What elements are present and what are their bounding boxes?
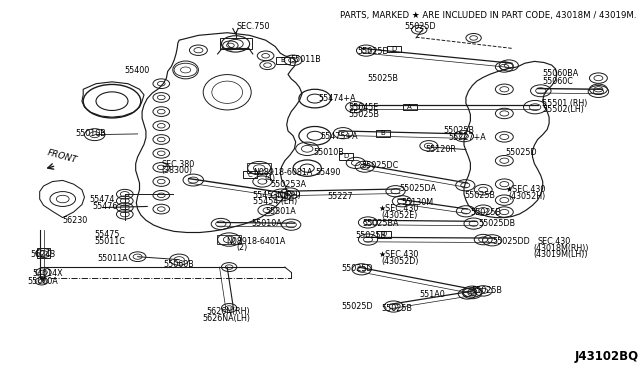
Text: (2): (2) [237, 243, 248, 252]
Text: SEC.750: SEC.750 [237, 22, 270, 31]
Text: (43018M(RH)): (43018M(RH)) [533, 244, 589, 253]
Text: 55025DD: 55025DD [493, 237, 531, 246]
Text: 55025B: 55025B [355, 231, 386, 240]
Text: 55301A: 55301A [266, 207, 296, 216]
Text: 55025D: 55025D [506, 148, 537, 157]
Bar [220, 38, 252, 49]
Text: 55025B: 55025B [464, 191, 495, 200]
Bar [387, 46, 401, 52]
Text: 55025D: 55025D [342, 302, 373, 311]
Bar [376, 130, 390, 137]
Bar [377, 231, 391, 238]
Text: N08918-6401A: N08918-6401A [226, 237, 285, 246]
Text: 55025B: 55025B [443, 126, 474, 135]
Text: 55453N(RH): 55453N(RH) [253, 191, 301, 200]
Text: 55060B: 55060B [163, 260, 194, 269]
Text: SEC.430: SEC.430 [538, 237, 571, 246]
Text: 55025D: 55025D [342, 264, 373, 273]
Text: 55060C: 55060C [542, 77, 573, 86]
Text: 5626NA(LH): 5626NA(LH) [202, 314, 250, 323]
Text: (4): (4) [264, 174, 275, 183]
Text: 55501 (RH): 55501 (RH) [542, 99, 588, 108]
Text: N08918-6081A: N08918-6081A [253, 168, 313, 177]
Text: D: D [392, 46, 397, 52]
Text: 55025B: 55025B [349, 110, 380, 119]
Bar [247, 163, 271, 173]
Bar [243, 171, 257, 178]
Text: FRONT: FRONT [46, 148, 78, 164]
Text: 55025BA: 55025BA [362, 219, 399, 228]
Text: 551A0: 551A0 [419, 290, 445, 299]
Text: 55120R: 55120R [426, 145, 456, 154]
Text: (43052H): (43052H) [509, 192, 546, 201]
Bar [217, 235, 241, 244]
Text: 55227: 55227 [327, 192, 353, 201]
Text: 55011A: 55011A [97, 254, 128, 263]
Text: (43052D): (43052D) [381, 257, 419, 266]
Text: 55045E: 55045E [349, 103, 379, 112]
Bar [37, 248, 50, 257]
Text: 55502(LH): 55502(LH) [542, 105, 584, 114]
Text: 55454 (LH): 55454 (LH) [253, 197, 297, 206]
Text: 55476: 55476 [93, 202, 118, 211]
Text: 55474: 55474 [90, 195, 115, 203]
Text: 550253A: 550253A [270, 180, 306, 189]
Text: 55475: 55475 [95, 230, 120, 239]
Text: 55490: 55490 [315, 169, 340, 177]
Text: 55400: 55400 [125, 66, 150, 75]
Text: (38300): (38300) [161, 166, 193, 175]
Text: 56243: 56243 [31, 250, 56, 259]
Text: 55025D: 55025D [404, 22, 436, 31]
Text: 55060BA: 55060BA [542, 69, 579, 78]
Text: 55025B: 55025B [471, 286, 502, 295]
Text: 55060A: 55060A [28, 278, 58, 286]
Text: J43102BQ: J43102BQ [575, 350, 639, 363]
Text: 55010A: 55010A [251, 219, 282, 228]
Text: D: D [381, 231, 387, 237]
Text: (43019M(LH)): (43019M(LH)) [533, 250, 588, 259]
Text: 54614X: 54614X [32, 269, 63, 278]
Text: A: A [407, 104, 412, 110]
Text: 55227+A: 55227+A [448, 133, 486, 142]
Text: 56230: 56230 [63, 216, 88, 225]
Text: ★SEC.430: ★SEC.430 [378, 204, 419, 213]
Text: SEC.380: SEC.380 [161, 160, 195, 169]
Bar [339, 153, 353, 160]
Text: C: C [247, 172, 252, 178]
Text: 55130M: 55130M [401, 198, 433, 207]
Text: 55025D: 55025D [357, 47, 388, 56]
Text: 55025DC: 55025DC [361, 161, 398, 170]
Text: 55011B: 55011B [290, 55, 321, 64]
Bar [403, 104, 417, 110]
Text: PARTS, MARKED ★ ARE INCLUDED IN PART CODE, 43018M / 43019M.: PARTS, MARKED ★ ARE INCLUDED IN PART COD… [340, 11, 637, 20]
Text: 55025B: 55025B [470, 208, 501, 217]
Text: 55025B: 55025B [367, 74, 398, 83]
Text: 55475+A: 55475+A [320, 132, 358, 141]
Text: 55010B: 55010B [76, 129, 106, 138]
Text: D: D [343, 153, 348, 159]
Text: 55010B: 55010B [314, 148, 344, 157]
Text: ★SEC.430: ★SEC.430 [378, 250, 419, 259]
Text: B: B [280, 57, 285, 63]
Text: (43052E): (43052E) [381, 211, 418, 219]
Text: 55025B: 55025B [381, 304, 412, 313]
Text: 55025DB: 55025DB [479, 219, 516, 228]
Text: 5626N(RH): 5626N(RH) [206, 307, 250, 316]
Text: 55474+A: 55474+A [319, 94, 356, 103]
Text: 55025DA: 55025DA [399, 185, 436, 193]
Text: 55011C: 55011C [95, 237, 125, 246]
Bar [276, 57, 290, 64]
Text: ★SEC.430: ★SEC.430 [506, 185, 546, 194]
Text: B: B [380, 130, 385, 136]
